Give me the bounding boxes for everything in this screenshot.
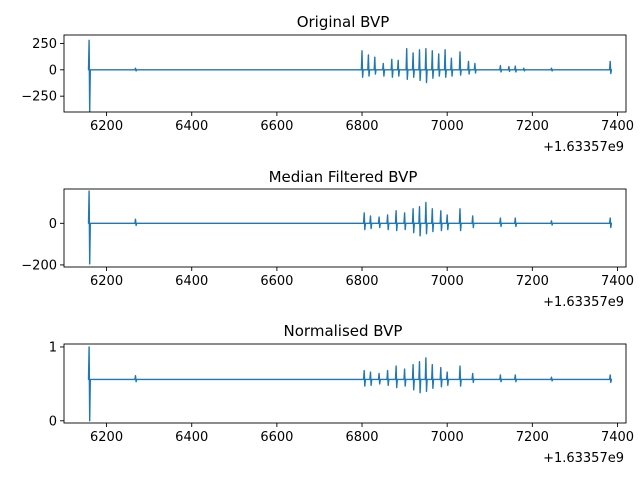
- y-tick-label: 0: [49, 414, 57, 429]
- y-tick-label: 250: [32, 37, 57, 52]
- y-tick-label: −200: [21, 258, 57, 273]
- x-offset-label: +1.63357e9: [543, 295, 624, 310]
- y-tick-label: −250: [21, 90, 57, 105]
- axes-frame: [63, 188, 627, 268]
- x-tick-label: 7200: [516, 430, 549, 445]
- x-tick-label: 7000: [431, 430, 464, 445]
- x-tick-label: 6600: [260, 430, 293, 445]
- axes-frame: [63, 34, 627, 113]
- subplot-normalised-bvp: Normalised BVP 6200 6400 6600 6800 7000 7200 7…: [49, 322, 634, 466]
- bvp-signal-line: [87, 346, 613, 422]
- x-offset-label: +1.63357e9: [543, 451, 624, 466]
- x-tick-label: 7000: [431, 119, 464, 134]
- bvp-signal-line: [87, 190, 613, 265]
- subplot-title: Median Filtered BVP: [269, 168, 418, 186]
- y-tick-label: 1: [49, 340, 57, 355]
- x-tick-label: 7200: [516, 274, 549, 289]
- x-tick-label: 6200: [90, 430, 123, 445]
- x-tick-label: 7200: [516, 119, 549, 134]
- x-offset-label: +1.63357e9: [543, 140, 624, 155]
- plot-area: 6200 6400 6600 6800 7000 7200 7400 1 0: [49, 340, 634, 445]
- plot-area: 6200 6400 6600 6800 7000 7200 7400 250 0 −250: [21, 34, 634, 134]
- x-tick-label: 7400: [601, 119, 634, 134]
- x-tick-label: 6800: [345, 119, 378, 134]
- y-tick-label: 0: [49, 217, 57, 232]
- subplot-title: Original BVP: [297, 13, 390, 31]
- x-tick-label: 6800: [345, 430, 378, 445]
- x-tick-label: 6400: [175, 430, 208, 445]
- x-tick-label: 6400: [175, 274, 208, 289]
- x-tick-label: 7400: [601, 430, 634, 445]
- bvp-signal-line: [87, 39, 613, 113]
- axes-frame: [63, 343, 627, 424]
- subplot-median-filtered-bvp: Median Filtered BVP 6200 6400 6600 6800 7000…: [21, 168, 634, 310]
- subplot-title: Normalised BVP: [284, 322, 403, 340]
- x-tick-label: 6200: [90, 274, 123, 289]
- x-tick-label: 6400: [175, 119, 208, 134]
- subplot-original-bvp: Original BVP 6200 6400 6600 6800 7000 7200 740…: [21, 13, 634, 155]
- x-tick-label: 6600: [260, 274, 293, 289]
- x-tick-label: 6600: [260, 119, 293, 134]
- y-tick-label: 0: [49, 63, 57, 78]
- plot-area: 6200 6400 6600 6800 7000 7200 7400 0 −200: [21, 188, 634, 289]
- x-tick-label: 6200: [90, 119, 123, 134]
- x-tick-label: 7400: [601, 274, 634, 289]
- x-tick-label: 6800: [345, 274, 378, 289]
- x-tick-label: 7000: [431, 274, 464, 289]
